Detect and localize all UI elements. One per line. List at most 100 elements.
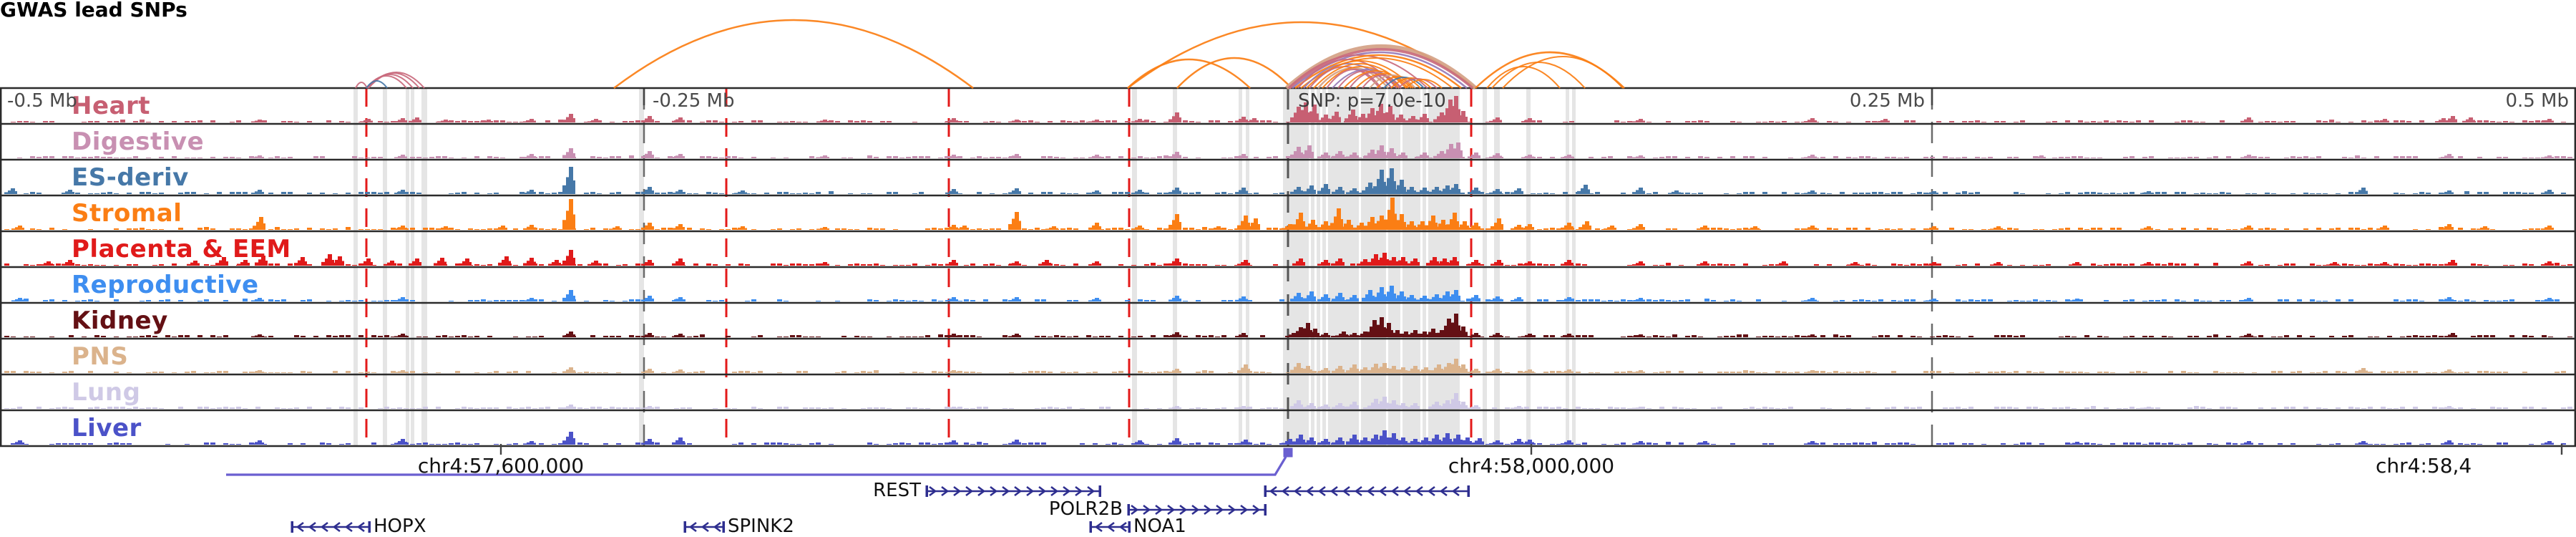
signal-peak (945, 263, 949, 266)
signal-peak (682, 441, 685, 445)
signal-peak (1567, 223, 1571, 230)
signal-peak (1390, 286, 1394, 301)
signal-peak (648, 187, 652, 194)
interaction-arc (355, 82, 368, 89)
signal-peak (2144, 192, 2147, 194)
strand-arrow-icon (1094, 521, 1103, 533)
signal-peak (1416, 335, 1420, 337)
signal-peak (1377, 324, 1380, 337)
signal-peak (2240, 336, 2244, 337)
signal-peak (1511, 442, 1514, 445)
signal-peak (1410, 441, 1414, 445)
signal-peak (1446, 224, 1450, 230)
signal-peak (949, 442, 952, 445)
signal-peak (1607, 227, 1611, 230)
interaction-arc (1343, 70, 1409, 89)
signal-peak (1528, 224, 1532, 230)
signal-peak (1360, 334, 1364, 337)
signal-peak (2039, 155, 2044, 158)
signal-peak (1410, 368, 1414, 373)
signal-peak (441, 227, 444, 230)
signal-peak (1376, 110, 1380, 122)
signal-peak (527, 120, 530, 122)
signal-peak (1135, 120, 1138, 122)
signal-peak (1169, 299, 1172, 301)
signal-peak (1321, 441, 1324, 445)
signal-peak (1169, 263, 1172, 266)
signal-peak (651, 407, 654, 409)
signal-peak (1496, 117, 1500, 122)
signal-peak (1377, 150, 1380, 158)
signal-peak (1018, 335, 1021, 337)
signal-peak (682, 156, 685, 158)
signal-peak (1810, 226, 1815, 230)
signal-peak (1417, 406, 1420, 409)
signal-peak (1297, 147, 1301, 158)
signal-peak (2247, 117, 2251, 122)
gene-label-polr2b: POLR2B (1048, 498, 1123, 520)
signal-peak (1397, 185, 1400, 194)
signal-peak (504, 256, 509, 266)
signal-peak (1363, 332, 1367, 337)
signal-peak (1316, 113, 1319, 122)
signal-peak (404, 442, 407, 445)
signal-peak (261, 256, 265, 266)
signal-peak (1179, 299, 1181, 301)
signal-peak (219, 260, 223, 266)
signal-peak (1251, 223, 1254, 230)
signal-peak (1135, 442, 1138, 445)
signal-peak (1355, 120, 1358, 122)
signal-peak (1388, 106, 1392, 122)
signal-peak (1018, 121, 1021, 122)
signal-peak (1807, 371, 1811, 373)
signal-peak (569, 167, 573, 194)
signal-peak (1179, 155, 1181, 158)
signal-peak (530, 441, 534, 445)
signal-peak (2441, 118, 2446, 122)
signal-peak (1403, 222, 1406, 230)
signal-peak (1632, 407, 1636, 409)
signal-peak (651, 226, 654, 230)
signal-peak (484, 120, 487, 122)
signal-peak (1433, 334, 1437, 337)
signal-peak (1346, 192, 1350, 194)
signal-peak (1241, 296, 1246, 301)
signal-peak (1458, 296, 1460, 301)
signal-peak (645, 118, 648, 122)
signal-peak (1414, 227, 1418, 230)
signal-peak (18, 440, 22, 445)
signal-peak (1172, 261, 1176, 266)
signal-peak (1324, 333, 1328, 337)
signal-peak (2451, 299, 2454, 301)
signal-peak (648, 223, 652, 230)
signal-peak (2072, 299, 2076, 301)
signal-peak (1478, 371, 1480, 373)
signal-peak (1489, 156, 1493, 158)
signal-peak (1346, 336, 1350, 337)
interaction-arc (1326, 69, 1382, 89)
signal-peak (68, 190, 72, 194)
signal-peak (404, 299, 407, 301)
signal-peak (1453, 257, 1457, 266)
signal-peak (1471, 190, 1475, 194)
signal-peak (462, 261, 466, 266)
signal-peak (1395, 407, 1398, 409)
signal-peak (1288, 439, 1292, 445)
signal-peak (1456, 142, 1460, 158)
signal-peak (1377, 221, 1380, 230)
signal-peak (1517, 439, 1521, 445)
signal-peak (651, 263, 654, 266)
signal-peak (1357, 263, 1360, 266)
signal-peak (2376, 264, 2380, 266)
axis-label-0.5Mb: -0.5 Mb (7, 90, 77, 112)
signal-peak (678, 190, 683, 194)
strand-arrow-icon (929, 485, 937, 497)
signal-peak (1445, 291, 1450, 301)
signal-peak (1632, 336, 1636, 337)
signal-peak (2448, 262, 2451, 266)
signal-peak (952, 407, 956, 409)
signal-peak (1567, 155, 1571, 158)
signal-peak (1330, 223, 1334, 230)
signal-peak (1311, 220, 1315, 230)
signal-peak (1420, 221, 1425, 230)
